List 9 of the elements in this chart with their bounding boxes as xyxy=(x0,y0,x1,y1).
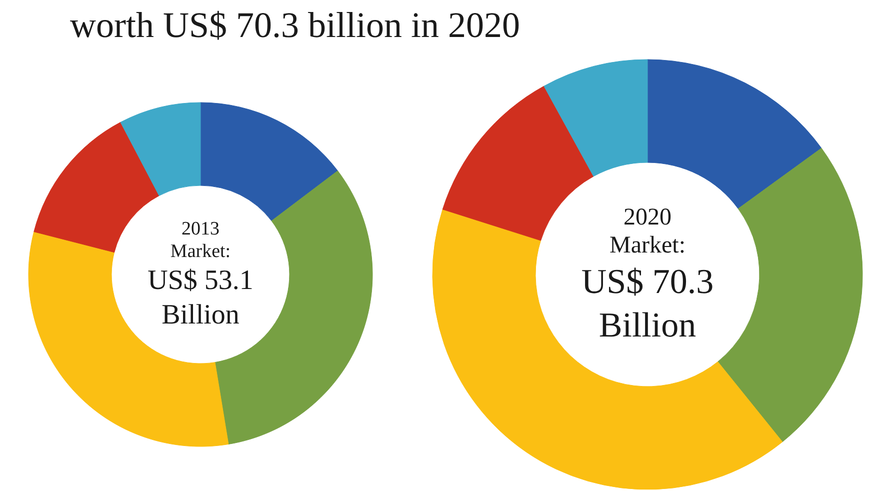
text: US$ 70.3 xyxy=(581,262,714,302)
text: 2013 xyxy=(182,218,220,240)
text: Billion xyxy=(162,300,240,331)
text: US$ 53.1 xyxy=(148,264,254,296)
text: 2020 xyxy=(624,204,672,231)
chart-title: worth US$ 70.3 billion in 2020 xyxy=(70,5,520,45)
text: Billion xyxy=(598,306,696,345)
text: Market: xyxy=(610,232,686,259)
text: Market: xyxy=(170,240,231,262)
